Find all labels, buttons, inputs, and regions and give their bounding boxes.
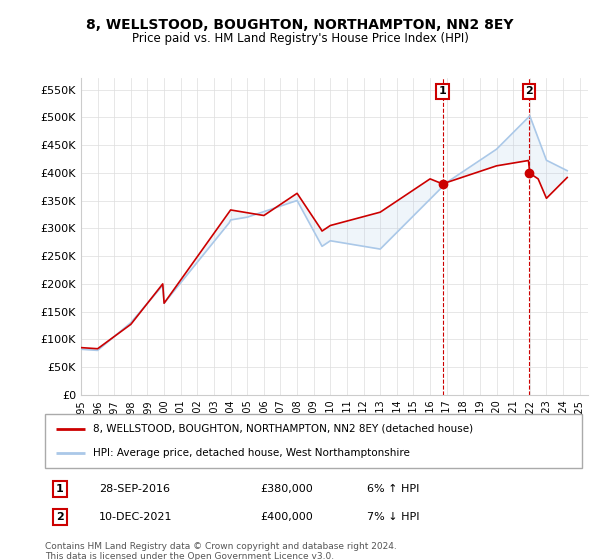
FancyBboxPatch shape (45, 414, 582, 468)
Text: HPI: Average price, detached house, West Northamptonshire: HPI: Average price, detached house, West… (94, 448, 410, 458)
Text: 1: 1 (56, 484, 64, 494)
Text: 6% ↑ HPI: 6% ↑ HPI (367, 484, 419, 494)
Text: 8, WELLSTOOD, BOUGHTON, NORTHAMPTON, NN2 8EY: 8, WELLSTOOD, BOUGHTON, NORTHAMPTON, NN2… (86, 18, 514, 32)
Text: £400,000: £400,000 (260, 512, 313, 522)
Text: 8, WELLSTOOD, BOUGHTON, NORTHAMPTON, NN2 8EY (detached house): 8, WELLSTOOD, BOUGHTON, NORTHAMPTON, NN2… (94, 424, 473, 434)
Text: 2: 2 (56, 512, 64, 522)
Text: Price paid vs. HM Land Registry's House Price Index (HPI): Price paid vs. HM Land Registry's House … (131, 32, 469, 45)
Text: £380,000: £380,000 (260, 484, 313, 494)
Text: 28-SEP-2016: 28-SEP-2016 (98, 484, 170, 494)
Text: 2: 2 (525, 86, 533, 96)
Text: Contains HM Land Registry data © Crown copyright and database right 2024.
This d: Contains HM Land Registry data © Crown c… (45, 542, 397, 560)
Text: 1: 1 (439, 86, 446, 96)
Text: 7% ↓ HPI: 7% ↓ HPI (367, 512, 420, 522)
Text: 10-DEC-2021: 10-DEC-2021 (98, 512, 172, 522)
